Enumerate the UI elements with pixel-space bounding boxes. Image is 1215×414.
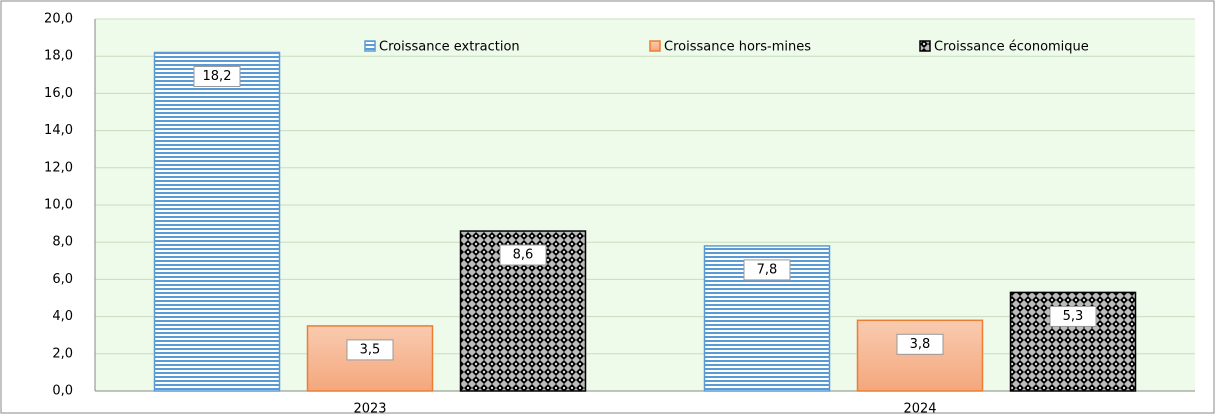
value-label: 8,6 (513, 248, 534, 263)
legend-label: Croissance hors-mines (664, 40, 811, 55)
bar (153, 51, 281, 392)
y-tick-label: 2,0 (52, 346, 73, 361)
y-tick-label: 16,0 (44, 86, 73, 101)
value-label-box (743, 259, 791, 281)
y-tick-label: 4,0 (52, 309, 73, 324)
y-tick-label: 18,0 (44, 49, 73, 64)
legend-label: Croissance économique (934, 40, 1089, 55)
value-label: 5,3 (1063, 309, 1084, 324)
bar (856, 319, 984, 392)
legend-swatch (649, 40, 661, 52)
value-label-box (346, 339, 394, 361)
legend-swatch (919, 40, 931, 52)
value-label-box (499, 244, 547, 266)
x-tick-label: 2023 (353, 402, 386, 414)
y-tick-label: 8,0 (52, 235, 73, 250)
value-label-box (896, 333, 944, 355)
value-label-box (193, 65, 241, 87)
value-label: 18,2 (203, 69, 232, 84)
y-tick-label: 12,0 (44, 160, 73, 175)
value-label-box (1049, 305, 1097, 327)
y-tick-label: 20,0 (44, 12, 73, 27)
y-tick-label: 10,0 (44, 198, 73, 213)
y-tick-label: 6,0 (52, 272, 73, 287)
value-label: 3,8 (910, 337, 931, 352)
x-tick-label: 2024 (903, 402, 936, 414)
legend-swatch (364, 40, 376, 52)
y-tick-label: 14,0 (44, 123, 73, 138)
legend-label: Croissance extraction (379, 40, 520, 55)
value-label: 3,5 (360, 342, 381, 357)
y-tick-label: 0,0 (52, 384, 73, 399)
value-label: 7,8 (757, 262, 778, 277)
